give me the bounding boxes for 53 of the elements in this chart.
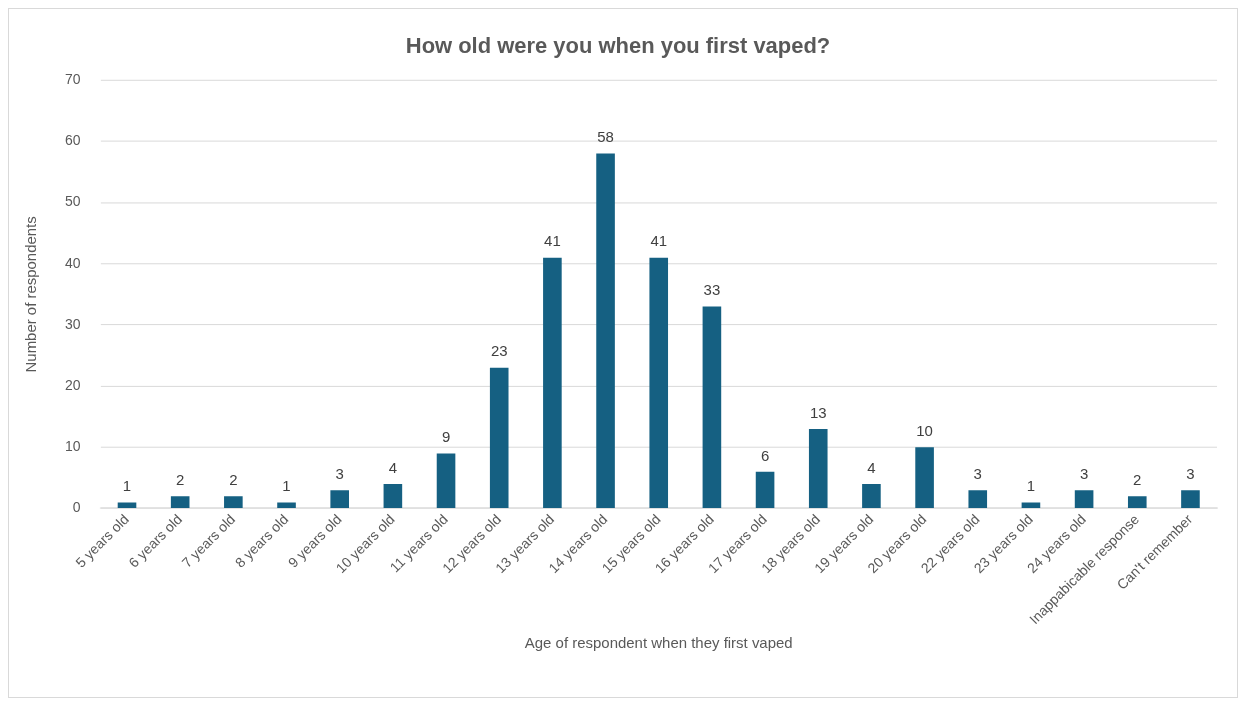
data-label: 58 <box>597 128 614 146</box>
bar <box>862 484 881 509</box>
y-tick-label: 70 <box>64 71 81 88</box>
y-axis-title: Number of respondents <box>22 216 40 373</box>
data-label: 1 <box>282 477 291 495</box>
data-label: 2 <box>176 470 185 488</box>
data-label: 2 <box>229 470 238 488</box>
y-tick-label: 40 <box>64 254 81 271</box>
data-label: 10 <box>916 422 933 440</box>
bar <box>1074 490 1094 509</box>
data-label: 2 <box>1133 470 1142 488</box>
y-tick-label: 30 <box>64 315 81 332</box>
data-label: 1 <box>1026 477 1036 495</box>
data-label: 3 <box>335 464 344 482</box>
bar <box>277 502 296 509</box>
data-label: 13 <box>809 403 827 421</box>
y-tick-label: 20 <box>64 377 81 393</box>
chart-title: How old were you when you first vaped? <box>405 33 831 59</box>
bar <box>170 496 190 509</box>
bar <box>1021 502 1041 509</box>
bar <box>489 367 509 509</box>
bar <box>968 490 988 509</box>
data-label: 6 <box>760 446 770 464</box>
bar <box>702 306 722 509</box>
bar <box>436 453 456 509</box>
data-label: 3 <box>1079 464 1089 482</box>
y-tick-label: 60 <box>64 132 81 149</box>
data-label: 1 <box>122 477 132 495</box>
y-tick-label: 50 <box>64 193 81 210</box>
bar <box>1181 490 1200 509</box>
data-label: 9 <box>441 428 451 446</box>
data-label: 4 <box>388 458 398 476</box>
bar <box>1127 496 1147 509</box>
data-label: 3 <box>1186 464 1195 482</box>
data-label: 4 <box>867 458 876 476</box>
bar <box>117 502 137 509</box>
data-label: 41 <box>650 232 668 250</box>
y-tick-label: 10 <box>64 438 81 455</box>
y-tick-label: 0 <box>72 499 81 516</box>
bar <box>808 428 828 509</box>
data-label: 33 <box>703 281 721 299</box>
bar <box>915 447 934 509</box>
data-label: 41 <box>544 232 561 250</box>
bar <box>596 153 615 509</box>
bar <box>543 257 562 509</box>
bar <box>224 496 243 509</box>
data-label: 3 <box>973 464 982 482</box>
x-axis-title: Age of respondent when they first vaped <box>524 634 793 652</box>
bar <box>755 471 775 509</box>
data-label: 23 <box>490 342 508 360</box>
bar <box>330 490 349 509</box>
bar <box>649 257 669 509</box>
bar <box>383 484 403 509</box>
